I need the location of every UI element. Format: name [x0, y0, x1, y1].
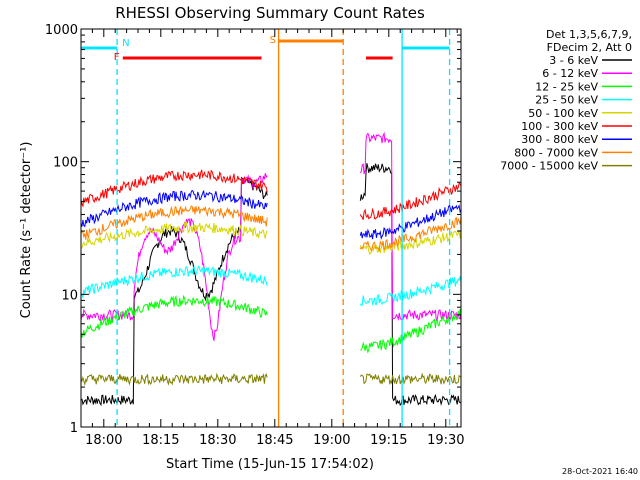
y-tick-label: 100	[53, 156, 78, 171]
x-axis-label: Start Time (15-Jun-15 17:54:02)	[166, 457, 374, 472]
legend-label: 100 - 300 keV	[521, 120, 598, 133]
series-line	[80, 173, 268, 341]
legend: Det 1,3,5,6,7,9, FDecim 2, Att 0 3 - 6 k…	[500, 28, 632, 173]
x-tick-label: 19:00	[313, 433, 350, 448]
legend-label: 3 - 6 keV	[549, 54, 598, 67]
legend-label: 6 - 12 keV	[542, 67, 598, 80]
legend-label: 7000 - 15000 keV	[500, 160, 598, 173]
data-traces	[80, 131, 462, 407]
series-line	[359, 229, 462, 256]
x-tick-label: 18:30	[199, 433, 236, 448]
legend-label: 12 - 25 keV	[535, 80, 598, 93]
legend-label: 800 - 7000 keV	[514, 146, 598, 159]
legend-header-line-2: FDecim 2, Att 0	[547, 41, 632, 54]
y-tick-label: 1	[70, 421, 78, 436]
series-line	[80, 294, 268, 338]
series-line	[80, 189, 268, 228]
legend-header-line-1: Det 1,3,5,6,7,9,	[546, 28, 632, 41]
series-line	[359, 204, 462, 241]
flag-label: F	[114, 52, 120, 63]
flag-label: S	[270, 35, 276, 46]
axis-ticks: 18:00 18:15 18:30 18:45 19:00 19:15 19:30 1 10 10…	[45, 23, 465, 448]
series-line	[80, 264, 268, 299]
plot-frame	[80, 28, 462, 428]
series-line	[80, 169, 268, 208]
flag-label: N	[122, 38, 129, 49]
y-tick-label: 10	[61, 288, 78, 303]
series-line	[80, 220, 268, 249]
series-line	[359, 163, 461, 407]
footer-timestamp: 28-Oct-2021 16:40	[562, 467, 638, 476]
series-line	[359, 216, 462, 253]
x-tick-label: 19:30	[427, 433, 464, 448]
x-tick-label: 18:45	[256, 433, 293, 448]
series-line	[80, 372, 268, 387]
series-line	[359, 182, 462, 220]
y-axis-label: Count Rate (s⁻¹ detector⁻¹)	[19, 142, 34, 319]
y-tick-label: 1000	[45, 23, 78, 38]
legend-label: 25 - 50 keV	[535, 94, 598, 107]
x-tick-label: 18:00	[85, 433, 122, 448]
chart-title: RHESSI Observing Summary Count Rates	[115, 4, 425, 22]
legend-label: 50 - 100 keV	[528, 107, 598, 120]
series-line	[359, 131, 462, 322]
series-line	[359, 372, 462, 386]
x-tick-label: 19:15	[370, 433, 407, 448]
x-tick-label: 18:15	[142, 433, 179, 448]
series-line	[80, 205, 268, 240]
series-line	[359, 276, 462, 307]
legend-label: 300 - 800 keV	[521, 133, 598, 146]
series-line	[360, 309, 462, 354]
overlay-lines: NF S	[81, 29, 451, 427]
